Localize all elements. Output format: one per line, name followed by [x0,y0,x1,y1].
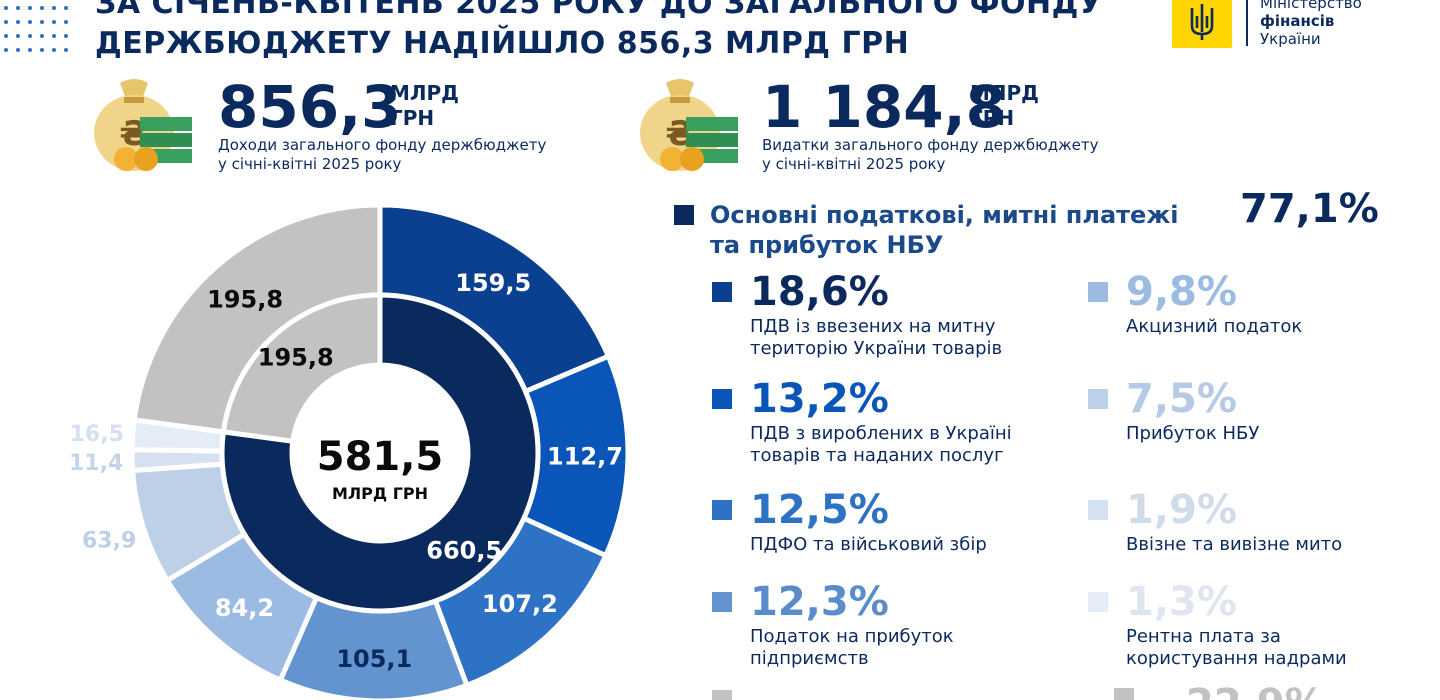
kpi-expenditure-unit2: ГРН [970,106,1015,130]
trident-emblem-icon [1172,0,1232,48]
legend-swatch [712,690,732,700]
logo-line3: України [1260,30,1321,48]
legend-total-pct: 77,1% [1240,186,1379,232]
legend-pct: 18,6% [750,269,889,315]
legend-swatch [1088,592,1108,612]
legend-swatch [712,389,732,409]
page-title: ЗА СІЧЕНЬ-КВІТЕНЬ 2025 РОКУ ДО ЗАГАЛЬНОГ… [95,0,1102,64]
legend-pct: 12,3% [750,579,889,625]
legend-label-line2: товарів та наданих послуг [750,445,1004,466]
legend-pct: 22,9% [1186,682,1325,700]
legend-label-line1: Рентна плата за [1126,626,1281,647]
legend-swatch [712,282,732,302]
legend-label-line1: Ввізне та вивізне мито [1126,534,1343,555]
ministry-logo: Міністерство фінансів України [1172,0,1440,54]
outer-ring-label: 107,2 [482,590,558,618]
legend-swatch [1088,389,1108,409]
outer-ring [129,205,631,700]
page-title-line1: ЗА СІЧЕНЬ-КВІТЕНЬ 2025 РОКУ ДО ЗАГАЛЬНОГ… [95,0,1103,21]
outer-ring-label: 16,5 [70,422,124,447]
legend-label-line1: ПДВ з вироблених в Україні [750,423,1012,444]
kpi-expenditure-desc2: у січні-квітні 2025 року [762,155,946,173]
center-value: 581,5 [317,434,444,480]
inner-ring-label: 660,5 [426,536,502,564]
page-title-line2: ДЕРЖБЮДЖЕТУ НАДІЙШЛО 856,3 МЛРД ГРН [95,26,910,61]
money-bag-icon: ₴ [94,79,192,171]
legend-label-line2: підприємств [750,648,869,669]
kpi-revenue-unit1: МЛРД [390,81,459,105]
legend-label-line1: Податок на прибуток [750,626,954,647]
outer-ring-label: 84,2 [215,594,274,622]
kpi-expenditure: ₴ 1 184,8 МЛРД ГРН Видатки загального фо… [636,75,1176,185]
inner-ring-label: 195,8 [258,344,334,372]
donut-hole [292,365,468,541]
inner-ring [219,292,541,614]
legend-swatch [1088,500,1108,520]
legend-swatch [712,592,732,612]
kpi-expenditure-desc1: Видатки загального фонду держбюджету [762,136,1099,154]
legend-header-line2: та прибуток НБУ [710,231,944,259]
logo-text: Міністерство фінансів України [1260,0,1362,48]
kpi-revenue-unit2: ГРН [390,106,435,130]
legend-pct: 9,8% [1126,269,1237,315]
legend-pct: 1,3% [1126,579,1237,625]
legend-swatch [712,500,732,520]
kpi-expenditure-value: 1 184,8 [762,73,1007,141]
legend-label-line1: Прибуток НБУ [1126,423,1260,444]
revenue-donut-chart: 581,5 МЛРД ГРН 159,5 112,7 107,2 105,1 84,2 6… [69,205,631,700]
legend-pct: 12,5% [750,487,889,533]
legend-label-line1: ПДВ із ввезених на митну [750,316,996,337]
inner-labels: 660,5 195,8 [258,344,502,565]
outer-ring-label: 105,1 [336,645,412,673]
outer-ring-label: 63,9 [82,528,136,553]
kpi-revenue-desc2: у січні-квітні 2025 року [218,155,402,173]
legend-label-line2: користування надрами [1126,648,1347,669]
outer-ring-label: 112,7 [547,443,623,471]
legend-header-swatch [674,205,694,225]
legend-swatch [1088,282,1108,302]
logo-line1: Міністерство [1260,0,1362,12]
kpi-revenue-value: 856,3 [218,73,402,141]
kpi-revenue: ₴ 856,3 МЛРД ГРН Доходи загального фонду… [90,75,610,185]
decorative-dots [4,6,68,52]
outer-ring-label: 159,5 [455,269,531,297]
legend-label-line2: територію України товарів [750,338,1003,359]
kpi-revenue-desc1: Доходи загального фонду держбюджету [218,136,547,154]
legend-swatch [1114,688,1134,700]
legend-pct: 1,9% [1126,487,1237,533]
legend-pct: 7,5% [1126,376,1237,422]
center-unit: МЛРД ГРН [332,484,428,503]
kpi-expenditure-unit1: МЛРД [970,81,1039,105]
outer-ring-label: 195,8 [207,286,283,314]
logo-line2: фінансів [1260,12,1335,30]
legend-header-line1: Основні податкові, митні платежі [710,201,1179,229]
outer-labels: 159,5 112,7 107,2 105,1 84,2 63,9 11,4 16,5 195,… [69,269,623,673]
outer-ring-label: 11,4 [69,451,123,476]
money-bag-icon: ₴ [640,79,738,171]
legend-label-line1: Акцизний податок [1126,316,1303,337]
legend-label-line1: ПДФО та військовий збір [750,534,987,555]
legend-pct: 13,2% [750,376,889,422]
logo-divider [1246,0,1248,46]
